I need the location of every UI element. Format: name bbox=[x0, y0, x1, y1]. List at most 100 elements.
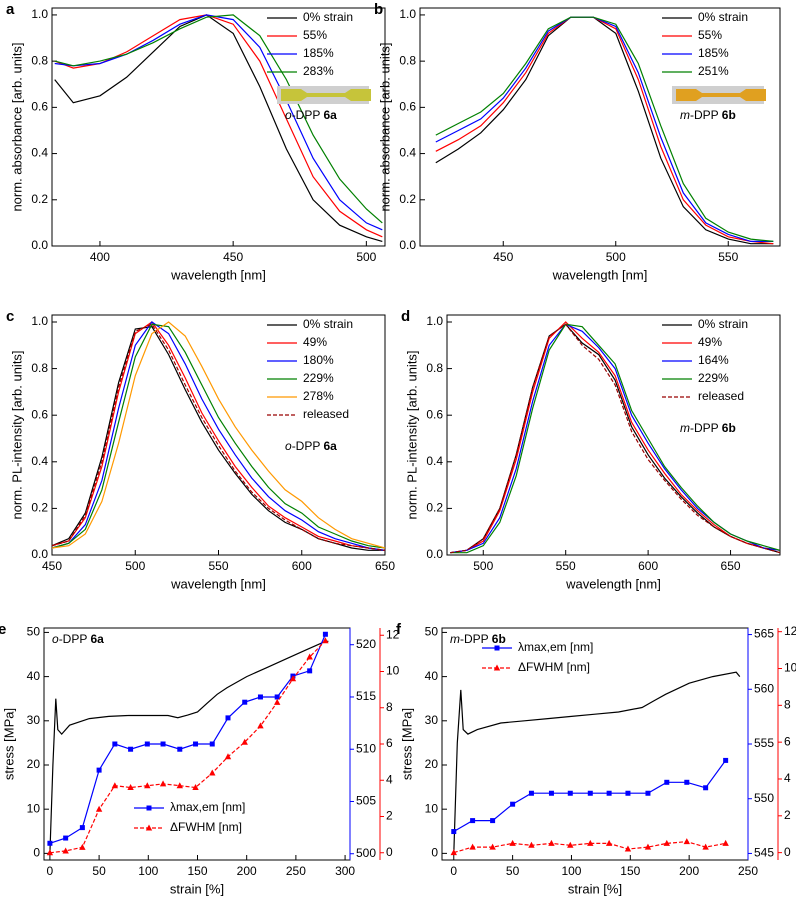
data-point bbox=[273, 698, 281, 705]
data-point bbox=[257, 722, 264, 729]
data-point bbox=[306, 653, 313, 660]
annotation: m-DPP 6b bbox=[680, 421, 736, 435]
series-line bbox=[51, 321, 386, 551]
y-tick-label: 50 bbox=[425, 625, 439, 639]
series-line bbox=[450, 323, 781, 554]
data-point bbox=[79, 825, 85, 831]
data-point bbox=[307, 668, 313, 674]
x-tick-label: 250 bbox=[286, 864, 306, 878]
annotation-part: -DPP bbox=[690, 108, 722, 122]
data-point bbox=[625, 790, 631, 796]
x-axis-label: wavelength [nm] bbox=[170, 267, 266, 282]
data-point bbox=[209, 741, 215, 747]
data-point bbox=[548, 790, 554, 796]
legend-label: 185% bbox=[698, 46, 729, 60]
legend-marker bbox=[146, 805, 152, 811]
legend-label: 0% strain bbox=[303, 317, 353, 331]
y3-tick-label: 4 bbox=[386, 772, 393, 786]
legend-label: 164% bbox=[698, 353, 729, 367]
y2-tick-label: 545 bbox=[754, 846, 774, 860]
y-tick-label: 10 bbox=[425, 801, 439, 815]
x-tick-label: 450 bbox=[223, 250, 243, 264]
y-tick-label: 20 bbox=[425, 757, 439, 771]
data-point bbox=[289, 675, 297, 682]
y-tick-label: 50 bbox=[27, 625, 41, 639]
annotation-part: m bbox=[680, 421, 690, 435]
data-point bbox=[79, 843, 86, 850]
panel-letter: e bbox=[0, 621, 6, 638]
plot-frame bbox=[51, 314, 386, 556]
data-point bbox=[606, 790, 612, 796]
data-point bbox=[451, 829, 457, 835]
x-tick-label: 250 bbox=[738, 864, 758, 878]
data-point bbox=[111, 782, 119, 789]
y-axis-label: stress [MPa] bbox=[399, 708, 414, 780]
legend-label: 229% bbox=[698, 371, 729, 385]
legend-label: 49% bbox=[698, 335, 722, 349]
x-tick-label: 100 bbox=[138, 864, 158, 878]
y2-tick-label: 515 bbox=[356, 689, 376, 703]
data-point bbox=[624, 845, 632, 852]
annotation: m-DPP 6b bbox=[450, 632, 506, 646]
data-point bbox=[63, 835, 69, 841]
x-tick-label: 650 bbox=[375, 559, 395, 573]
x-tick-label: 450 bbox=[42, 559, 62, 573]
series-line bbox=[435, 16, 774, 242]
x-axis-label: strain [%] bbox=[568, 881, 622, 896]
legend-marker bbox=[145, 824, 153, 831]
plot-frame bbox=[419, 7, 781, 247]
y3-tick-label: 10 bbox=[784, 661, 796, 675]
x-tick-label: 50 bbox=[92, 864, 106, 878]
data-point bbox=[490, 818, 496, 824]
annotation-part: 6b bbox=[722, 108, 736, 122]
x-tick-label: 450 bbox=[493, 250, 513, 264]
y-tick-label: 0.4 bbox=[426, 454, 443, 468]
x-tick-label: 600 bbox=[638, 559, 658, 573]
annotation-part: -DPP bbox=[292, 108, 324, 122]
series-line bbox=[49, 640, 329, 854]
y-tick-label: 0.2 bbox=[399, 192, 416, 206]
legend-label: 55% bbox=[698, 28, 722, 42]
data-point bbox=[128, 746, 134, 752]
x-axis-label: wavelength [nm] bbox=[170, 576, 266, 591]
y-tick-label: 0.6 bbox=[399, 100, 416, 114]
x-tick-label: 300 bbox=[335, 864, 355, 878]
y-tick-label: 0.4 bbox=[399, 146, 416, 160]
y-tick-label: 30 bbox=[27, 713, 41, 727]
y-tick-label: 0.2 bbox=[31, 192, 48, 206]
data-point bbox=[548, 839, 555, 846]
plot-frame bbox=[51, 7, 386, 247]
y-tick-label: 0.6 bbox=[31, 407, 48, 421]
series-line bbox=[54, 14, 383, 242]
y-tick-label: 40 bbox=[27, 669, 41, 683]
data-point bbox=[567, 841, 574, 848]
y-tick-label: 30 bbox=[425, 713, 439, 727]
annotation-part: 6a bbox=[323, 108, 337, 122]
x-tick-label: 550 bbox=[556, 559, 576, 573]
inset-sample bbox=[676, 89, 766, 101]
annotation-part: o bbox=[285, 108, 292, 122]
legend-label: λmax,em [nm] bbox=[518, 640, 593, 654]
y3-tick-label: 8 bbox=[784, 698, 791, 712]
x-tick-label: 200 bbox=[237, 864, 257, 878]
y3-tick-label: 0 bbox=[784, 845, 791, 859]
data-point bbox=[144, 782, 151, 789]
series-line bbox=[435, 16, 774, 242]
y3-tick-label: 12 bbox=[386, 627, 400, 641]
plot-frame bbox=[446, 314, 781, 556]
x-tick-label: 0 bbox=[47, 864, 54, 878]
annotation-part: o bbox=[52, 632, 59, 646]
data-point bbox=[159, 780, 167, 787]
y-tick-label: 0.2 bbox=[31, 501, 48, 515]
annotation-part: -DPP bbox=[59, 632, 91, 646]
legend-label: 0% strain bbox=[698, 10, 748, 24]
panel-letter: c bbox=[6, 308, 14, 325]
y-tick-label: 10 bbox=[27, 801, 41, 815]
legend-label: ΔFWHM [nm] bbox=[518, 660, 590, 674]
annotation-part: -DPP bbox=[690, 421, 722, 435]
data-point bbox=[144, 741, 150, 747]
data-point bbox=[241, 738, 248, 745]
y-axis-label: stress [MPa] bbox=[1, 708, 16, 780]
x-tick-label: 400 bbox=[90, 250, 110, 264]
series-line bbox=[453, 671, 741, 854]
